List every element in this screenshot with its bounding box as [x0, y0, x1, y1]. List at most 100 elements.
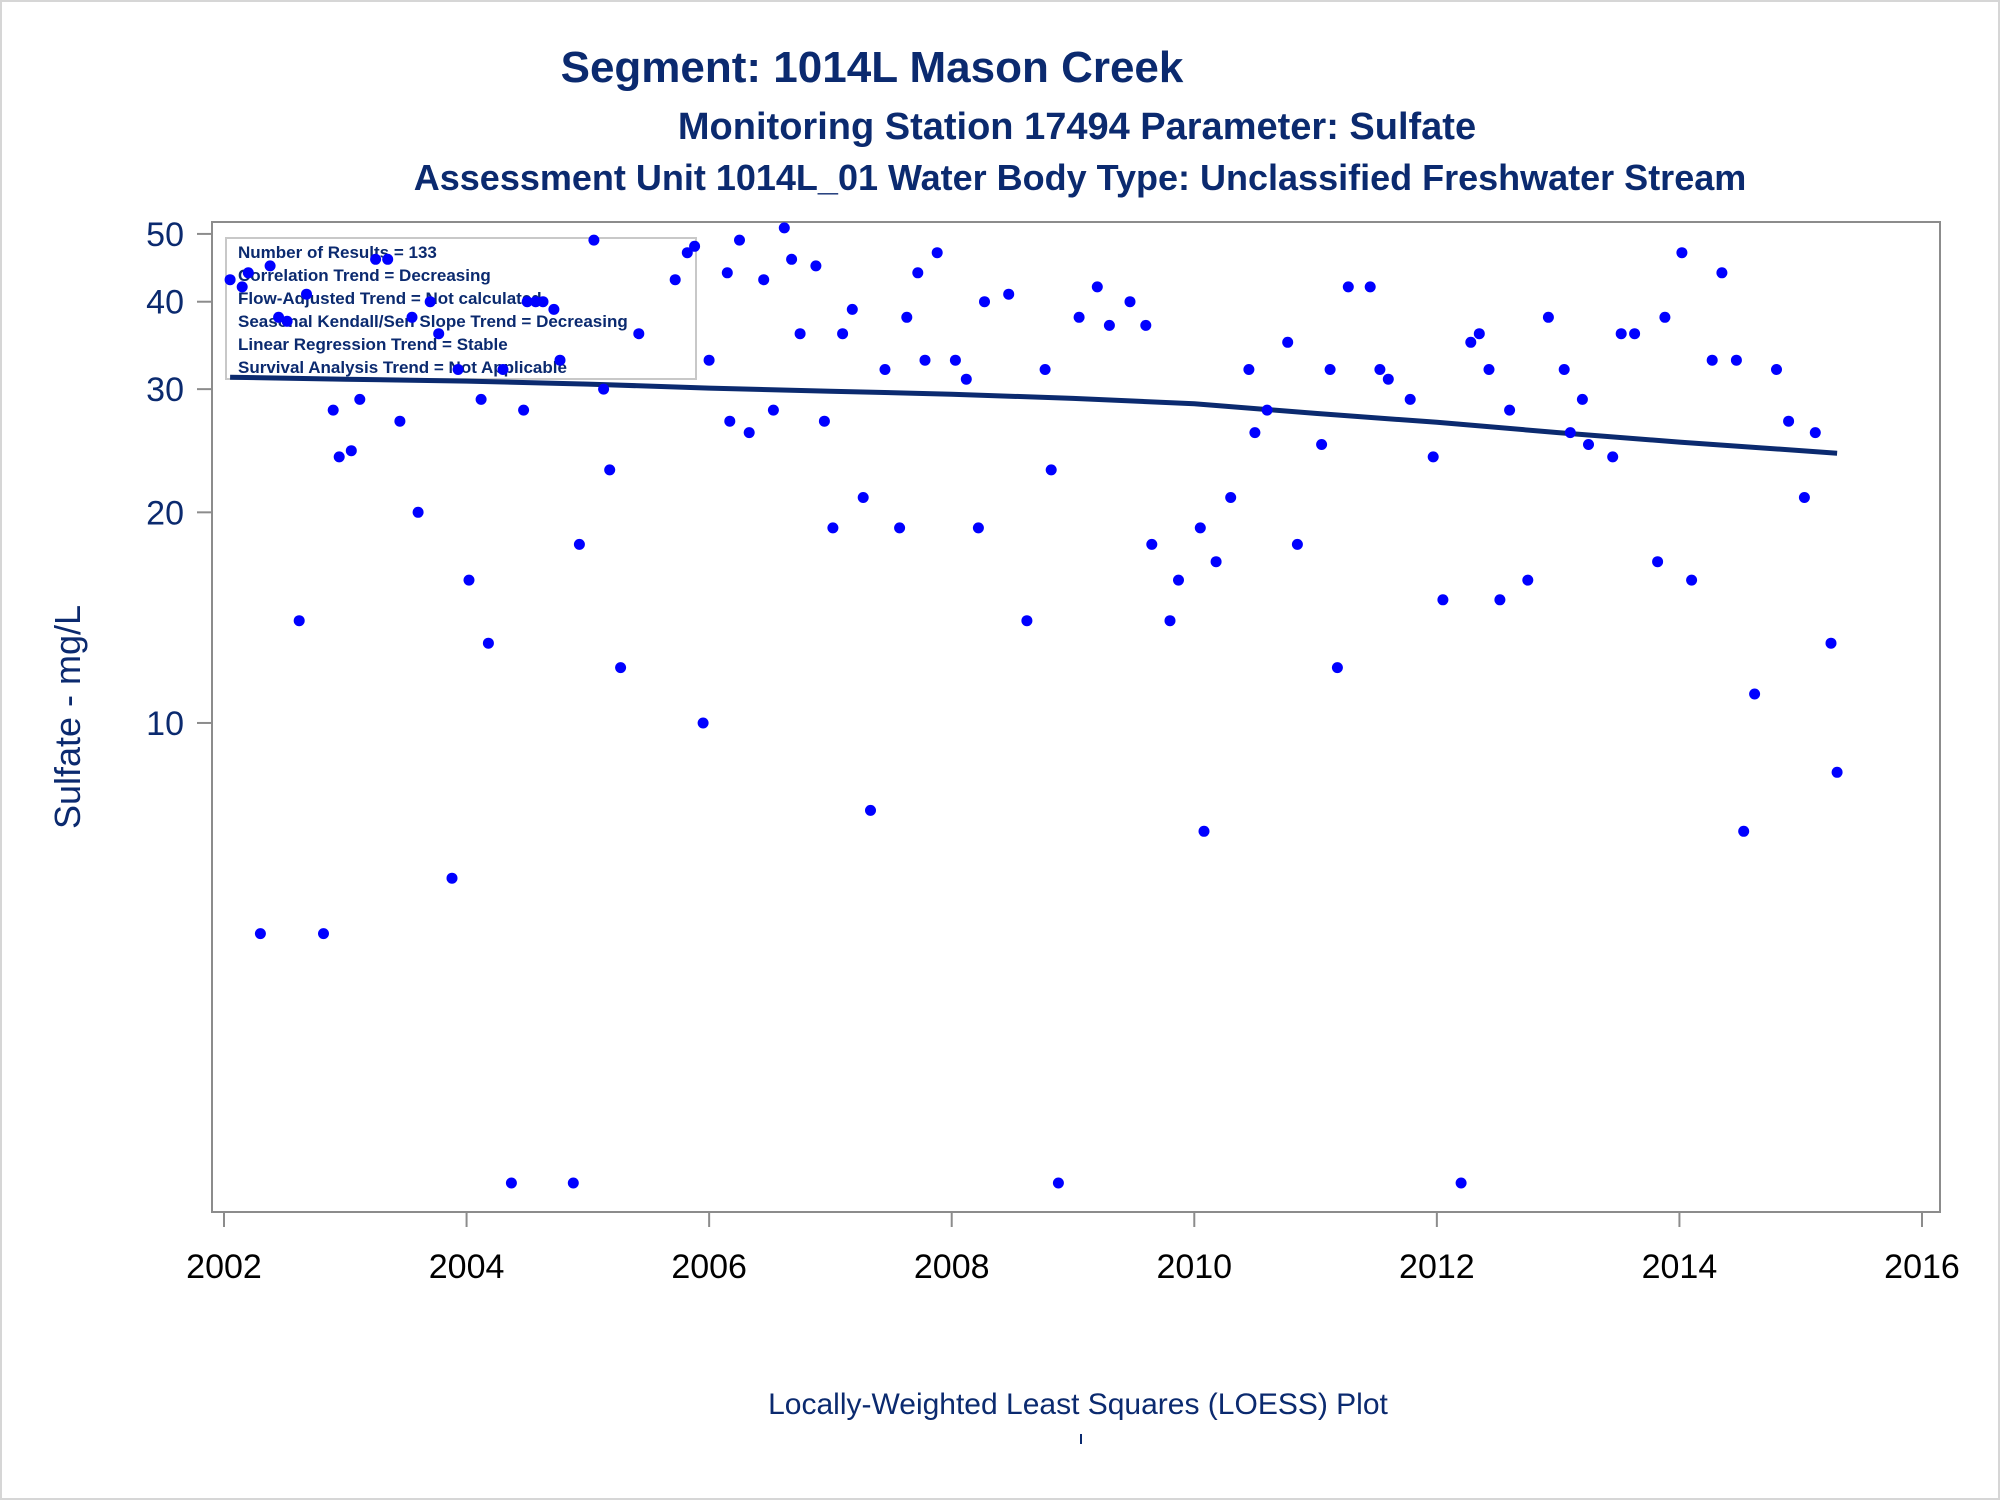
data-point: [827, 522, 839, 534]
data-point: [1164, 615, 1176, 627]
data-point: [382, 253, 394, 265]
loess-trend-line: [230, 374, 1838, 456]
data-point: [537, 296, 549, 308]
data-point: [588, 234, 600, 246]
data-point: [1173, 574, 1184, 586]
data-point: [1465, 336, 1477, 348]
data-point: [949, 354, 961, 366]
data-point: [931, 247, 943, 259]
data-point: [242, 267, 254, 279]
data-point: [1825, 637, 1837, 649]
data-point: [1243, 364, 1255, 375]
data-point: [1504, 404, 1516, 416]
chart-subtitle-2: Assessment Unit 1014L_01 Water Body Type…: [414, 157, 1747, 198]
data-point: [475, 393, 487, 405]
data-point: [1615, 328, 1627, 340]
data-point: [1316, 439, 1328, 450]
data-point: [1261, 404, 1273, 416]
stats-line: Survival Analysis Trend = Not Applicable: [238, 358, 567, 377]
data-point: [810, 260, 822, 272]
x-tick-label: 2016: [1884, 1248, 1960, 1286]
data-point: [1749, 688, 1761, 700]
data-point: [1629, 328, 1641, 340]
data-point: [1291, 538, 1303, 550]
data-points: [224, 222, 1843, 1189]
data-point: [573, 538, 585, 550]
data-point: [1831, 766, 1843, 778]
data-point: [333, 451, 345, 463]
data-point: [1052, 1177, 1064, 1189]
footnote: Locally-Weighted Least Squares (LOESS) P…: [768, 1388, 1388, 1421]
data-point: [1798, 492, 1810, 503]
data-point: [633, 328, 645, 340]
data-point: [1364, 281, 1376, 293]
data-point: [1140, 319, 1152, 331]
data-point: [615, 662, 627, 674]
data-point: [406, 311, 418, 323]
data-point: [548, 303, 560, 315]
data-point: [301, 288, 312, 300]
chart-subtitle: Monitoring Station 17494 Parameter: Sulf…: [678, 106, 1476, 148]
data-point: [697, 717, 709, 729]
stats-line: Number of Results = 133: [238, 243, 437, 262]
data-point: [1404, 393, 1416, 405]
data-point: [1652, 556, 1664, 568]
data-point: [857, 492, 869, 503]
data-point: [919, 354, 931, 366]
data-point: [482, 637, 494, 649]
data-point: [1210, 556, 1222, 568]
x-tick-label: 2002: [186, 1248, 262, 1286]
data-point: [1039, 364, 1051, 375]
data-point: [1103, 319, 1115, 331]
data-point: [1716, 267, 1728, 279]
data-point: [463, 574, 475, 586]
data-point: [721, 267, 733, 279]
chart-title: Segment: 1014L Mason Creek: [561, 43, 1184, 92]
data-point: [767, 404, 779, 416]
data-point: [236, 281, 248, 293]
plot-area: [211, 221, 1941, 1213]
data-point: [1676, 247, 1688, 259]
data-point: [1583, 439, 1594, 450]
data-point: [1342, 281, 1354, 293]
loess-trend: [230, 374, 1838, 456]
y-tick-label: 50: [146, 216, 184, 254]
data-point: [1198, 825, 1210, 837]
data-point: [681, 247, 693, 259]
data-point: [1382, 373, 1394, 385]
data-point: [1427, 451, 1439, 463]
data-point: [1146, 538, 1158, 550]
data-point: [979, 296, 990, 308]
y-axis: 10 20 30 40 50: [146, 216, 212, 743]
data-point: [254, 928, 266, 940]
data-point: [1558, 364, 1570, 375]
data-point: [327, 404, 339, 416]
data-point: [370, 253, 382, 265]
data-point: [794, 328, 806, 340]
data-point: [724, 415, 736, 427]
data-point: [318, 928, 329, 940]
data-point: [521, 296, 533, 308]
data-point: [424, 296, 436, 308]
data-point: [604, 464, 616, 476]
data-point: [1437, 594, 1449, 606]
data-point: [412, 506, 424, 518]
data-point: [912, 267, 924, 279]
data-point: [1473, 328, 1485, 340]
data-point: [786, 253, 798, 265]
data-point: [669, 274, 681, 286]
data-point: [273, 311, 285, 323]
data-point: [1576, 393, 1588, 405]
data-point: [1073, 311, 1085, 323]
data-point: [960, 373, 972, 385]
data-point: [1455, 1177, 1467, 1189]
data-point: [734, 234, 745, 246]
data-point: [293, 615, 305, 627]
data-point: [598, 383, 610, 395]
data-point: [894, 522, 906, 534]
data-point: [758, 274, 770, 286]
data-point: [1249, 427, 1261, 439]
x-tick-label: 2010: [1156, 1248, 1232, 1286]
